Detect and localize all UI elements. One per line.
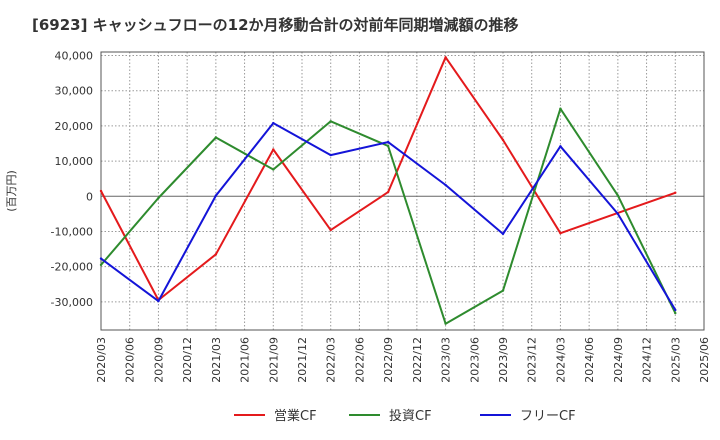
x-tick-label: 2021/03 — [210, 337, 223, 383]
data-point — [329, 228, 332, 232]
x-tick-label: 2021/12 — [296, 337, 309, 383]
data-point — [329, 120, 332, 123]
x-tick-label: 2024/09 — [612, 337, 625, 383]
data-point — [329, 153, 332, 157]
y-tick-label: 30,000 — [55, 85, 94, 98]
data-point — [444, 183, 447, 187]
data-point — [99, 263, 103, 267]
data-point — [674, 311, 677, 315]
y-axis-title: (百万円) — [5, 170, 18, 212]
data-point — [559, 232, 562, 235]
x-tick-label: 2023/03 — [440, 337, 453, 383]
chart-title: [6923] キャッシュフローの12か月移動合計の対前年同期増減額の推移 — [32, 16, 519, 34]
x-tick-label: 2024/06 — [583, 337, 596, 383]
data-point — [444, 56, 447, 59]
data-point — [386, 190, 390, 194]
x-tick-label: 2023/12 — [526, 337, 539, 383]
x-tick-label: 2024/12 — [641, 337, 654, 383]
data-point — [214, 194, 218, 197]
data-point — [501, 138, 505, 142]
data-point — [386, 144, 390, 148]
data-point — [616, 212, 620, 216]
data-point — [99, 257, 103, 260]
x-tick-label: 2023/09 — [497, 337, 510, 383]
legend-label: 営業CF — [274, 408, 317, 424]
data-point — [272, 168, 275, 171]
y-tick-label: 10,000 — [55, 155, 94, 168]
data-point — [214, 253, 218, 256]
data-point — [272, 121, 275, 125]
x-tick-label: 2021/09 — [267, 337, 280, 383]
x-tick-label: 2024/03 — [554, 337, 567, 383]
x-tick-label: 2022/03 — [325, 337, 338, 383]
x-tick-label: 2022/09 — [382, 337, 395, 383]
x-tick-label: 2020/09 — [152, 337, 165, 383]
legend-label: 投資CF — [389, 408, 432, 424]
y-tick-label: -20,000 — [51, 261, 93, 274]
data-point — [559, 107, 562, 110]
x-tick-label: 2021/06 — [239, 337, 252, 383]
data-point — [444, 322, 447, 325]
x-tick-label: 2020/06 — [124, 337, 137, 383]
y-tick-label: -30,000 — [51, 296, 93, 309]
legend-label: フリーCF — [520, 409, 576, 424]
x-tick-label: 2020/03 — [95, 337, 108, 383]
y-tick-label: 40,000 — [55, 50, 94, 63]
data-point — [616, 194, 620, 197]
x-tick-label: 2025/03 — [669, 337, 682, 383]
x-tick-label: 2023/06 — [468, 337, 481, 383]
data-point — [674, 191, 677, 194]
data-point — [157, 299, 160, 303]
data-point — [501, 232, 505, 236]
x-tick-label: 2020/12 — [181, 337, 194, 383]
data-point — [99, 189, 103, 193]
y-tick-label: -10,000 — [51, 225, 93, 238]
x-tick-label: 2025/06 — [698, 337, 711, 383]
series-line-1 — [100, 56, 676, 302]
y-tick-label: 20,000 — [55, 120, 94, 133]
data-point — [157, 196, 160, 200]
data-point — [272, 148, 275, 151]
data-point — [501, 289, 505, 292]
data-point — [559, 145, 562, 148]
data-point — [674, 308, 677, 312]
x-tick-label: 2022/06 — [353, 337, 366, 383]
data-point — [386, 140, 390, 144]
y-tick-label: 0 — [86, 190, 93, 203]
x-tick-label: 2022/12 — [411, 337, 424, 383]
data-point — [214, 136, 218, 139]
